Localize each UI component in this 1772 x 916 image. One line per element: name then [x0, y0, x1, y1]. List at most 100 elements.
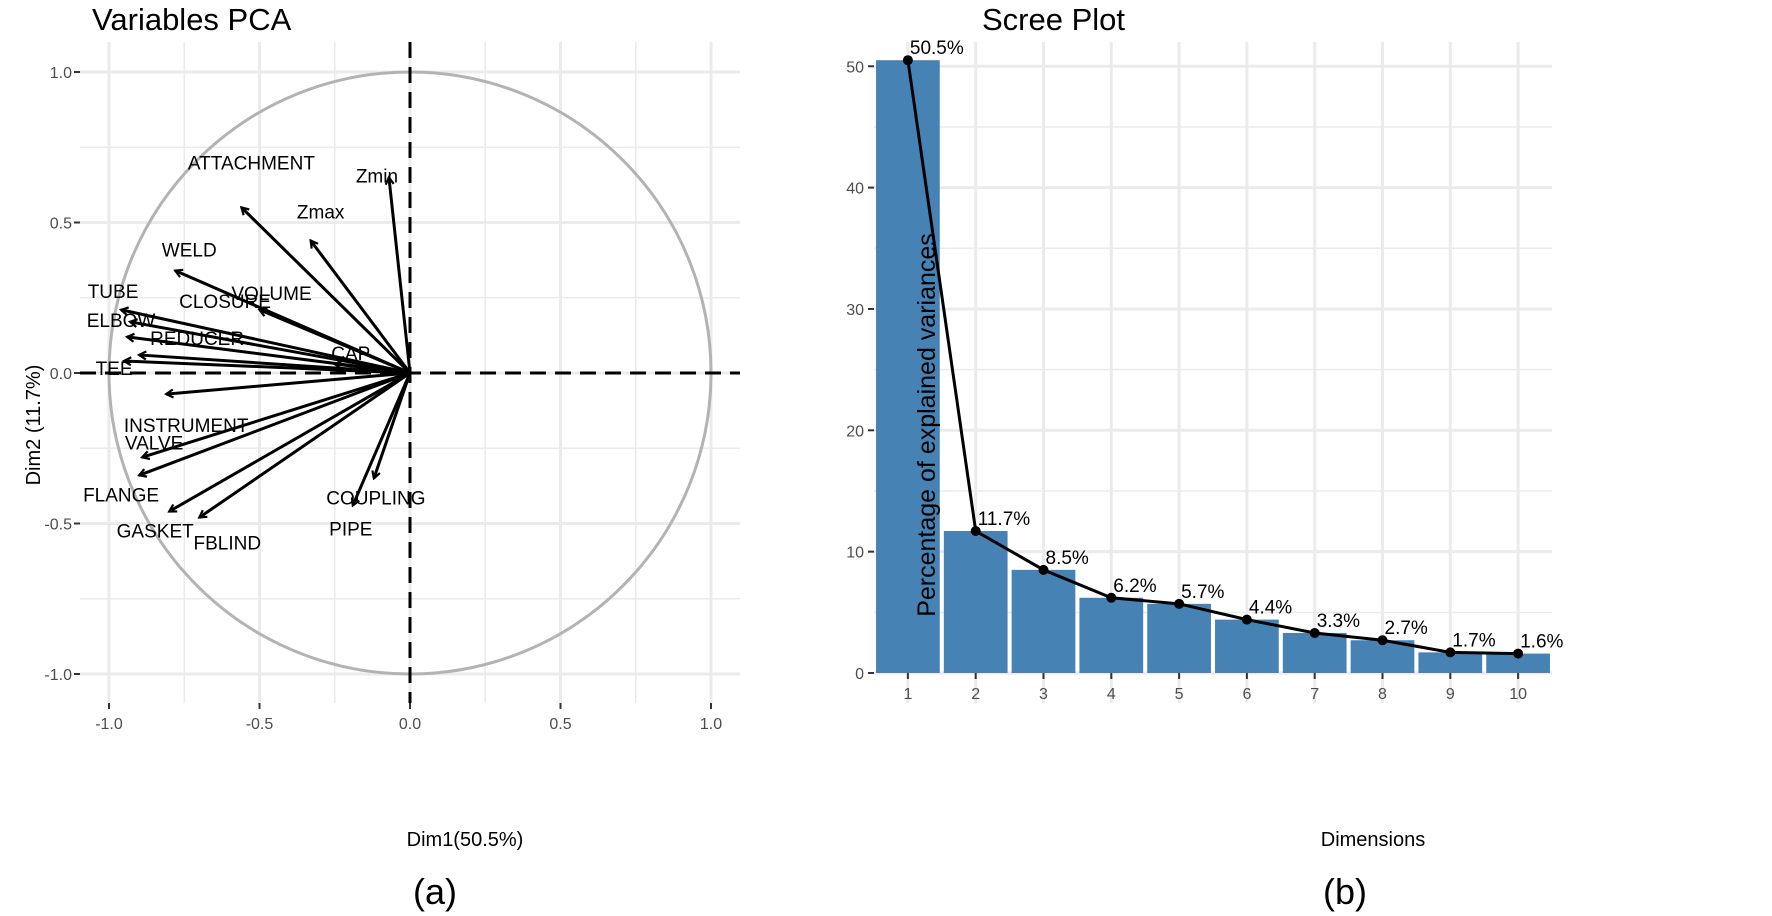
pca-arrow-zmax [311, 241, 412, 374]
pca-y-tick-label: -0.5 [44, 517, 72, 534]
scree-y-tick-label: 20 [846, 423, 864, 440]
pca-label-flange: FLANGE [83, 485, 159, 506]
pca-arrow-tube [121, 310, 411, 375]
pca-arrows [121, 177, 412, 517]
pca-arrow-zmin [389, 177, 412, 374]
scree-x-tick-label: 7 [1310, 686, 1319, 703]
pca-label-zmin: Zmin [356, 166, 398, 187]
scree-data-label: 6.2% [1113, 576, 1156, 597]
scree-x-tick-label: 3 [1039, 686, 1048, 703]
pca-variables-panel: Variables PCA Zmin ATTACHMENT Zmax WELD VOLU… [23, 2, 740, 912]
pca-label-volume: VOLUME [231, 284, 311, 305]
scree-x-tick-label: 8 [1378, 686, 1387, 703]
scree-bar-dim-4 [1079, 597, 1144, 673]
scree-data-label: 1.6% [1520, 632, 1563, 653]
scree-y-tick-label: 50 [846, 59, 864, 76]
scree-data-label: 3.3% [1317, 611, 1360, 632]
scree-bar-dim-7 [1282, 632, 1347, 673]
scree-point-dim-9 [1445, 647, 1456, 658]
scree-y-ticks: 0 10 20 30 40 50 [846, 59, 874, 683]
pca-label-tee: TEE [96, 359, 133, 380]
scree-title: Scree Plot [982, 2, 1125, 37]
pca-label-gasket: GASKET [117, 521, 194, 542]
scree-x-tick-label: 9 [1446, 686, 1455, 703]
pca-label-weld: WELD [162, 241, 217, 262]
scree-x-ticks: 1 2 3 4 5 6 7 8 9 10 [903, 673, 1527, 703]
pca-x-tick-label: 1.0 [700, 716, 722, 733]
pca-arrow-gasket [169, 371, 411, 513]
scree-x-tick-label: 4 [1107, 686, 1116, 703]
pca-x-tick-label: -0.5 [246, 716, 274, 733]
pca-arrow-valve [142, 371, 411, 457]
scree-bar-dim-1 [876, 60, 940, 674]
pca-y-tick-label: 1.0 [50, 65, 72, 82]
scree-data-label: 5.7% [1181, 582, 1224, 603]
scree-data-label: 50.5% [910, 38, 964, 59]
scree-line-path [906, 59, 1519, 656]
scree-point-dim-4 [1106, 592, 1117, 603]
scree-data-label: 1.7% [1452, 630, 1495, 651]
scree-point-dim-7 [1309, 627, 1320, 638]
pca-y-tick-label: 0.0 [50, 366, 72, 383]
scree-point-dim-8 [1377, 635, 1388, 646]
pca-arrow-fblind [199, 371, 411, 517]
scree-grid [874, 42, 1552, 703]
scree-x-tick-label: 6 [1242, 686, 1251, 703]
scree-x-tick-label: 1 [903, 686, 912, 703]
pca-label-zmax: Zmax [297, 203, 345, 224]
pca-title: Variables PCA [92, 2, 292, 37]
pca-arrow-flange [139, 371, 411, 475]
pca-arrow-instrument [166, 371, 411, 394]
scree-y-tick-label: 10 [846, 545, 864, 562]
panel-label-b: (b) [1323, 871, 1367, 912]
pca-variable-labels: Zmin ATTACHMENT Zmax WELD VOLUME TUBE CLOSURE E… [83, 153, 425, 554]
pca-label-closure: CLOSURE [179, 292, 271, 313]
pca-y-tick-label: 0.5 [50, 216, 72, 233]
scree-y-tick-label: 30 [846, 302, 864, 319]
scree-point-dim-10 [1513, 648, 1524, 659]
scree-point-dim-3 [1038, 564, 1049, 575]
pca-label-tube: TUBE [88, 282, 139, 303]
scree-bars [876, 60, 1550, 674]
pca-x-tick-label: 0.0 [399, 716, 421, 733]
pca-y-tick-label: -1.0 [44, 667, 72, 684]
pca-x-tick-label: 0.5 [549, 716, 571, 733]
pca-arrow-closure [130, 322, 411, 375]
scree-bar-dim-6 [1215, 619, 1279, 673]
pca-label-instrument: INSTRUMENT [124, 416, 249, 437]
pca-label-pipe: PIPE [329, 519, 372, 540]
scree-x-tick-label: 2 [971, 686, 980, 703]
pca-label-valve: VALVE [125, 433, 183, 454]
scree-data-labels: 50.5% 11.7% 8.5% 6.2% 5.7% 4.4% 3.3% 2.7% 1.7% 1.… [910, 38, 1564, 652]
pca-arrow-attachment [241, 207, 412, 375]
scree-bar-dim-9 [1418, 652, 1483, 673]
scree-plot-panel: Scree Plot 50.5%11.7%8.5%6.2% 5.7%4.4%3.3… [846, 2, 1563, 912]
scree-data-label: 4.4% [1249, 598, 1292, 619]
scree-bar-dim-2 [943, 531, 1008, 673]
scree-data-label: 11.7% [978, 509, 1031, 530]
pca-arrow-pipe [353, 372, 412, 505]
scree-x-axis-title: Dimensions [1321, 829, 1425, 851]
scree-x-tick-label: 5 [1175, 686, 1184, 703]
pca-y-ticks: -1.0 -0.5 0.0 0.5 1.0 [44, 65, 80, 684]
scree-bar-dim-5 [1147, 603, 1211, 673]
scree-y-axis-title: Percentage of explained variances [913, 233, 941, 617]
scree-bar-dim-3 [1011, 569, 1076, 673]
scree-point-dim-1 [902, 55, 913, 66]
scree-point-dim-5 [1174, 598, 1185, 609]
panel-label-a: (a) [413, 871, 457, 912]
pca-arrow-volume [260, 310, 411, 375]
scree-point-dim-6 [1241, 614, 1252, 625]
pca-y-axis-title: Dim2 (11.7%) [23, 365, 45, 486]
pca-label-coupling: COUPLING [326, 488, 425, 509]
pca-label-reducer: REDUCER [150, 329, 244, 350]
pca-arrow-tee [124, 361, 411, 375]
pca-x-tick-label: -1.0 [95, 716, 123, 733]
scree-bar-dim-10 [1486, 653, 1550, 673]
pca-x-ticks: -1.0 -0.5 0.0 0.5 1.0 [95, 703, 722, 733]
pca-label-elbow: ELBOW [87, 311, 156, 332]
pca-x-axis-title: Dim1(50.5%) [407, 829, 524, 851]
pca-label-attachment: ATTACHMENT [188, 153, 315, 174]
scree-line [902, 55, 1524, 659]
